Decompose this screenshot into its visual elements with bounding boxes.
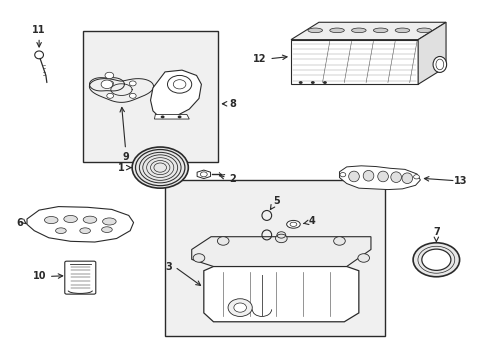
Ellipse shape xyxy=(402,173,413,184)
Circle shape xyxy=(414,175,419,179)
Circle shape xyxy=(275,234,287,243)
Ellipse shape xyxy=(287,220,300,228)
Circle shape xyxy=(105,72,114,78)
Ellipse shape xyxy=(417,28,432,33)
Circle shape xyxy=(193,254,205,262)
Text: 9: 9 xyxy=(120,107,130,162)
Circle shape xyxy=(228,299,252,316)
Text: 3: 3 xyxy=(166,262,172,272)
Polygon shape xyxy=(291,22,446,40)
Ellipse shape xyxy=(349,171,359,182)
Text: 8: 8 xyxy=(229,99,236,109)
Circle shape xyxy=(334,237,345,245)
Ellipse shape xyxy=(308,28,322,33)
Polygon shape xyxy=(340,166,420,190)
Circle shape xyxy=(101,80,113,89)
Circle shape xyxy=(161,116,165,118)
Ellipse shape xyxy=(395,28,410,33)
Circle shape xyxy=(178,116,181,118)
Bar xyxy=(83,31,219,162)
Polygon shape xyxy=(154,114,189,119)
Circle shape xyxy=(129,81,136,86)
Polygon shape xyxy=(197,170,211,179)
Circle shape xyxy=(323,81,327,84)
Circle shape xyxy=(107,93,114,98)
Text: 2: 2 xyxy=(220,174,236,184)
Text: 12: 12 xyxy=(253,54,267,64)
Text: 11: 11 xyxy=(32,25,46,47)
Text: 5: 5 xyxy=(270,195,280,210)
Polygon shape xyxy=(204,266,359,322)
Ellipse shape xyxy=(373,28,388,33)
Circle shape xyxy=(107,81,114,86)
Circle shape xyxy=(340,172,346,177)
Polygon shape xyxy=(27,207,134,242)
Text: 4: 4 xyxy=(303,216,316,226)
Ellipse shape xyxy=(64,215,77,222)
Polygon shape xyxy=(291,40,418,84)
Circle shape xyxy=(168,76,192,93)
Ellipse shape xyxy=(45,216,58,224)
Ellipse shape xyxy=(391,172,401,183)
Circle shape xyxy=(234,303,246,312)
Circle shape xyxy=(218,237,229,245)
Circle shape xyxy=(422,249,451,270)
Ellipse shape xyxy=(378,171,389,182)
Circle shape xyxy=(129,93,136,98)
Ellipse shape xyxy=(83,216,97,223)
Text: 1: 1 xyxy=(118,163,131,172)
Polygon shape xyxy=(192,237,371,266)
Ellipse shape xyxy=(80,228,91,234)
Bar xyxy=(165,180,386,336)
Circle shape xyxy=(311,81,315,84)
Ellipse shape xyxy=(352,28,366,33)
Text: 7: 7 xyxy=(433,227,440,242)
Polygon shape xyxy=(418,22,446,84)
Text: 6: 6 xyxy=(16,218,23,228)
Circle shape xyxy=(299,81,303,84)
Text: 10: 10 xyxy=(33,271,47,282)
Polygon shape xyxy=(150,70,201,118)
FancyBboxPatch shape xyxy=(65,261,96,294)
Ellipse shape xyxy=(101,227,112,233)
Circle shape xyxy=(413,243,460,277)
Ellipse shape xyxy=(55,228,66,234)
Ellipse shape xyxy=(363,170,374,181)
Ellipse shape xyxy=(102,218,116,225)
Ellipse shape xyxy=(433,57,446,72)
Ellipse shape xyxy=(330,28,344,33)
Text: 13: 13 xyxy=(454,176,468,186)
Circle shape xyxy=(358,254,369,262)
Circle shape xyxy=(132,147,188,188)
